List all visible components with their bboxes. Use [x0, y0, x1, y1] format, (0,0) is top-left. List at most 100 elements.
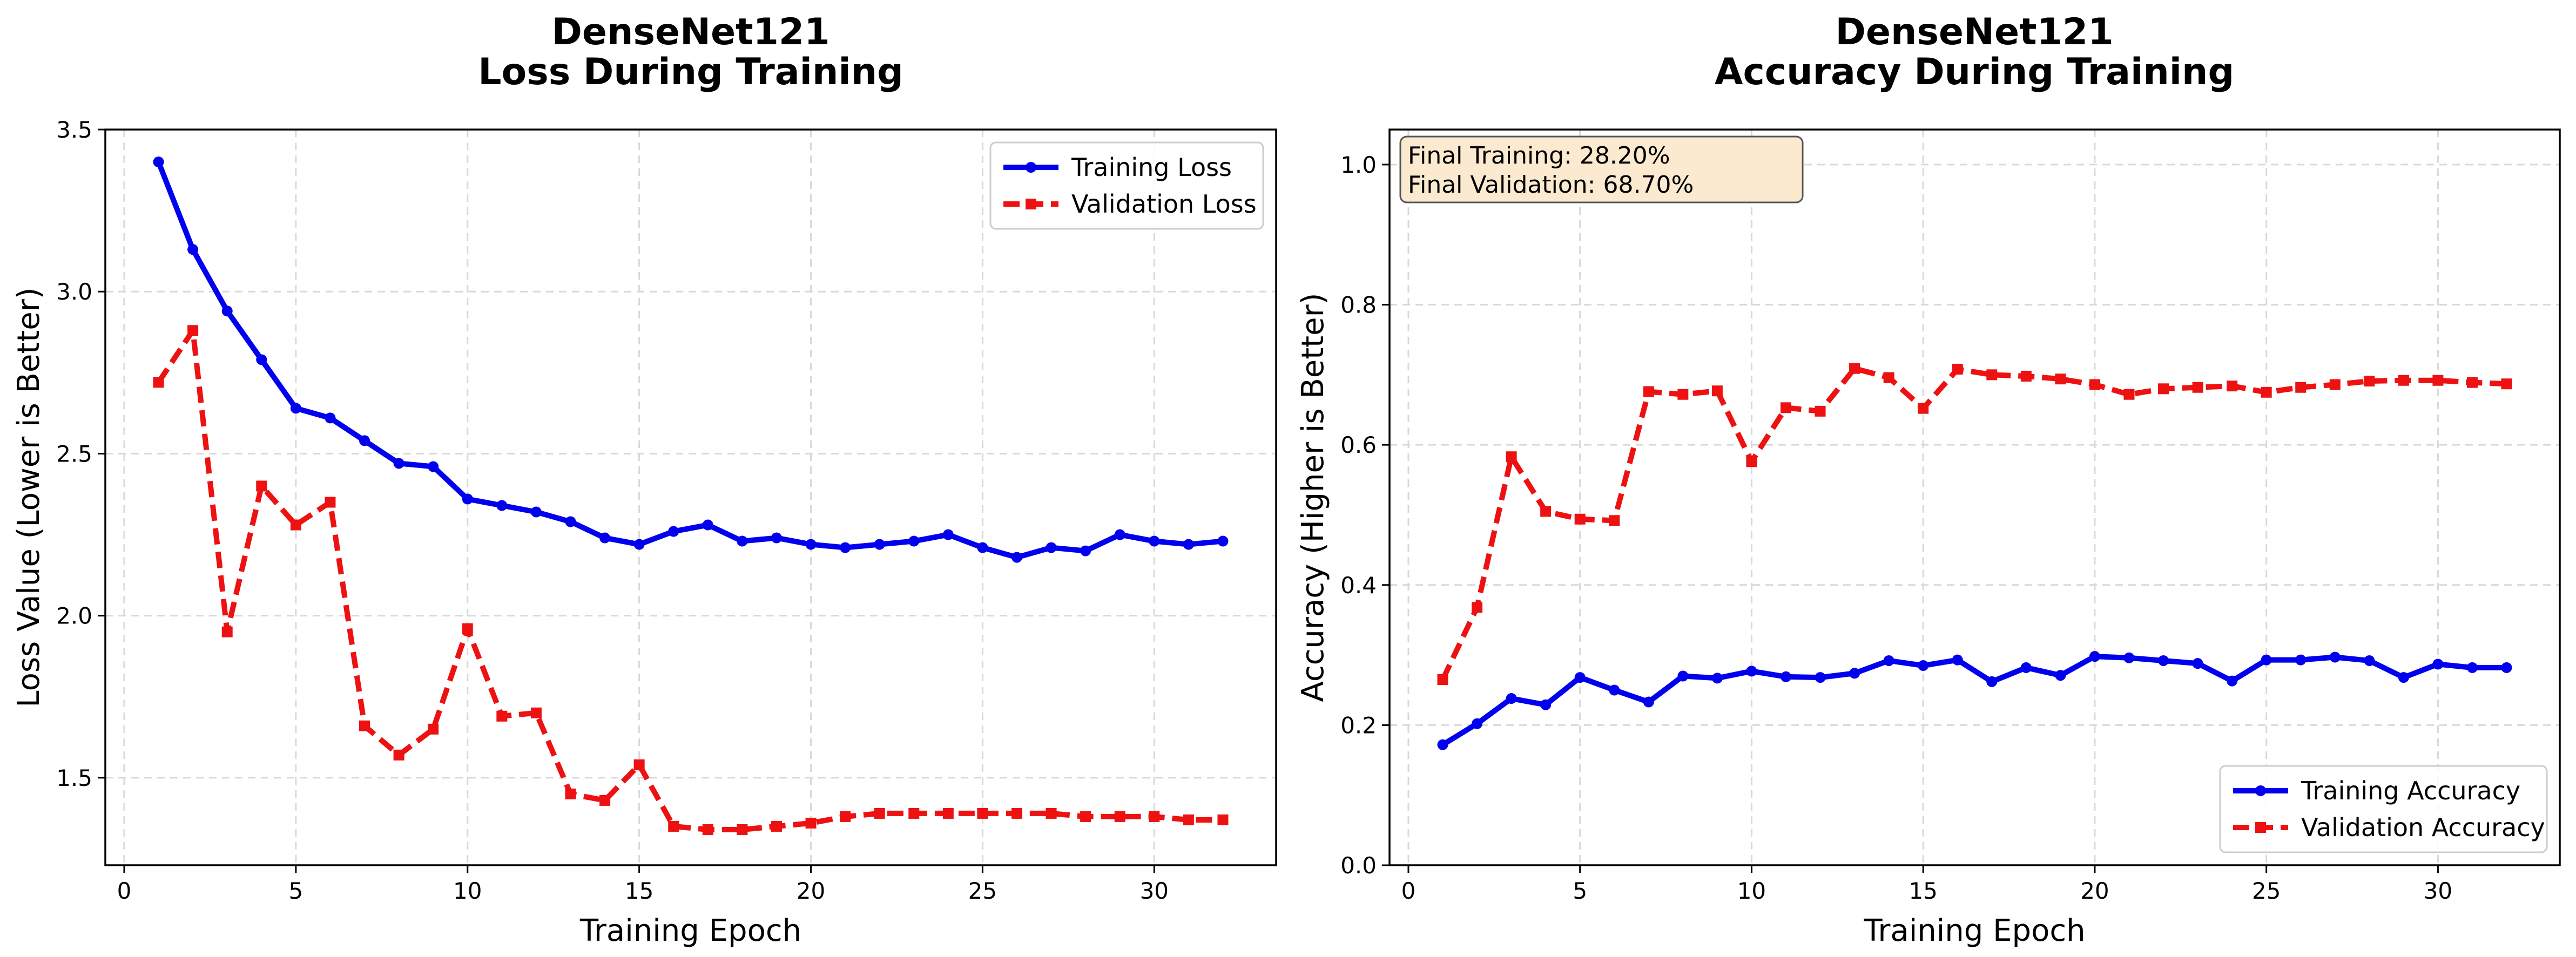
data-point: [359, 720, 370, 731]
data-point: [2398, 672, 2409, 683]
data-point: [2329, 651, 2341, 663]
data-point: [1574, 672, 1586, 683]
data-point: [153, 377, 164, 388]
data-point: [1918, 403, 1929, 414]
chart-title-line: DenseNet121: [551, 11, 830, 53]
data-point: [1711, 385, 1723, 397]
data-point: [1780, 671, 1791, 682]
data-point: [1643, 696, 1654, 708]
data-point: [1952, 654, 1963, 666]
x-tick-label: 25: [2252, 878, 2281, 904]
data-point: [2295, 382, 2307, 393]
data-point: [702, 519, 713, 531]
data-point: [2192, 382, 2203, 393]
data-point: [393, 458, 404, 469]
legend-swatch-marker: [2255, 785, 2266, 796]
y-tick-label: 2.5: [56, 440, 92, 467]
legend-box: [989, 141, 1264, 230]
data-point: [908, 535, 920, 547]
data-point: [462, 493, 473, 505]
data-point: [668, 526, 679, 537]
legend: Training Loss Validation Loss: [989, 141, 1264, 230]
data-point: [2364, 655, 2375, 666]
data-point: [2295, 654, 2307, 666]
x-tick-label: 15: [625, 878, 653, 904]
data-point: [1883, 372, 1894, 383]
data-point: [2020, 662, 2032, 673]
data-point: [1746, 456, 1757, 467]
chart-title: DenseNet121 Loss During Training: [478, 11, 903, 93]
data-point: [977, 807, 988, 819]
x-tick-label: 15: [1909, 878, 1937, 904]
legend-label: Training Accuracy: [2301, 776, 2520, 805]
data-point: [221, 306, 233, 317]
data-point: [1149, 535, 1160, 547]
series-line: [1441, 654, 2507, 747]
data-point: [2432, 375, 2444, 386]
data-point: [1011, 552, 1022, 563]
data-point: [737, 535, 748, 547]
x-tick-label: 5: [288, 878, 303, 904]
data-point: [2055, 374, 2066, 385]
data-point: [1437, 674, 1448, 685]
series-2: [153, 325, 1229, 835]
data-point: [2020, 370, 2032, 382]
data-point: [1952, 363, 1963, 375]
data-point: [2329, 379, 2341, 390]
series-1: [153, 157, 1229, 563]
y-axis-label: Loss Value (Lower is Better): [11, 287, 46, 707]
legend: Training Accuracy Validation Accuracy: [2219, 765, 2548, 853]
data-point: [840, 811, 851, 822]
data-point: [1080, 811, 1091, 822]
data-point: [256, 354, 267, 365]
annotation-line: Final Training: 28.20%: [1408, 142, 1670, 169]
annotation-box: [1399, 135, 1804, 203]
data-point: [771, 820, 782, 832]
data-point: [1677, 389, 1689, 400]
legend-box: [2219, 765, 2548, 853]
data-point: [1918, 660, 1929, 671]
series-1: [1437, 651, 2512, 750]
annotation-line: Final Validation: 68.70%: [1408, 171, 1694, 199]
series-line: [1440, 365, 2507, 681]
data-point: [565, 788, 576, 799]
data-point: [633, 539, 645, 550]
data-point: [2158, 655, 2169, 666]
data-point: [1677, 670, 1689, 682]
data-point: [530, 707, 542, 718]
data-point: [1540, 506, 1552, 517]
data-point: [702, 824, 713, 835]
data-point: [1080, 545, 1091, 556]
data-point: [1711, 673, 1723, 684]
y-tick-label: 0.0: [1340, 852, 1377, 879]
legend-swatch-marker: [1026, 162, 1036, 173]
data-point: [977, 542, 988, 553]
data-point: [737, 824, 748, 835]
y-tick-label: 1.5: [56, 765, 92, 791]
x-tick-label: 5: [1573, 878, 1587, 904]
series-2: [1437, 363, 2512, 685]
x-tick-label: 10: [453, 878, 482, 904]
data-point: [530, 506, 542, 518]
x-tick-label: 0: [117, 878, 132, 904]
y-tick-label: 3.0: [56, 279, 92, 305]
data-point: [1986, 676, 1998, 687]
data-point: [1217, 814, 1229, 825]
data-point: [2089, 379, 2100, 390]
data-point: [290, 519, 301, 531]
data-point: [1540, 699, 1552, 710]
chart-panel-1: DenseNet121 Loss During Training 0 5 10 15 20 2…: [11, 11, 1277, 948]
data-point: [1046, 807, 1057, 819]
data-point: [496, 710, 508, 722]
data-point: [2432, 659, 2444, 670]
data-point: [1437, 739, 1448, 750]
data-point: [805, 817, 817, 829]
data-point: [1815, 405, 1826, 417]
chart-title-line: DenseNet121: [1835, 11, 2113, 53]
data-point: [840, 542, 851, 553]
legend-swatch-marker: [2255, 822, 2266, 833]
legend-label: Validation Accuracy: [2301, 813, 2545, 842]
data-point: [2089, 651, 2100, 662]
chart-title-line: Accuracy During Training: [1715, 51, 2234, 93]
